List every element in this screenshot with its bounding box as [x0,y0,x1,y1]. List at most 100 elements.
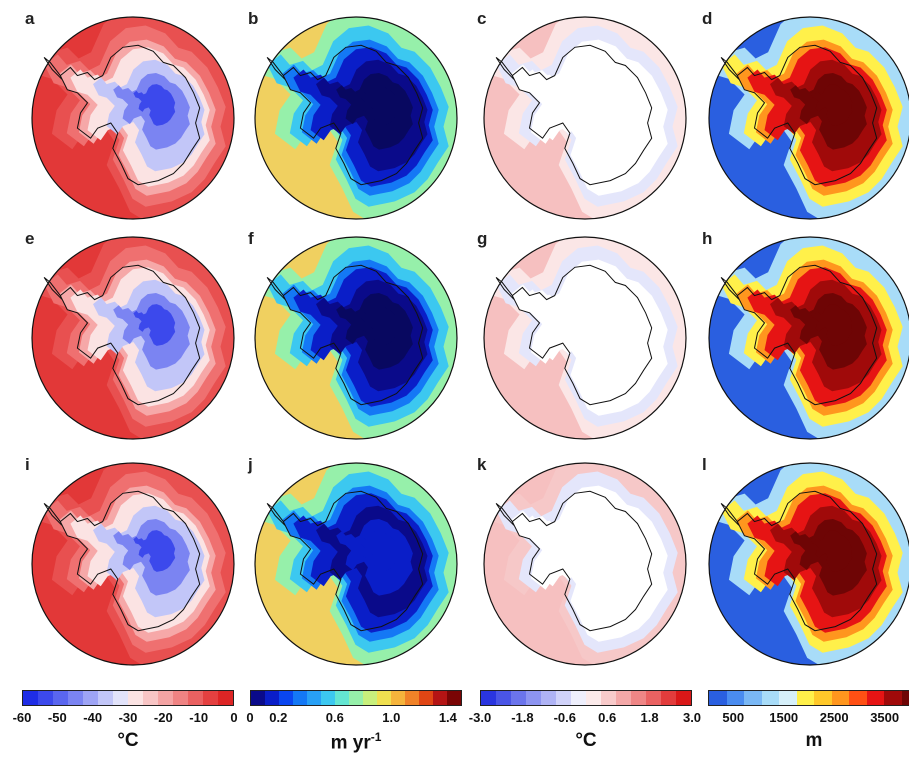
colorbar-swatch [631,691,646,705]
panel-letter: h [702,229,712,248]
colorbar-swatch [744,691,762,705]
map-panel-b: b [248,9,458,220]
coastline [720,264,878,406]
panel-letter: j [247,455,253,474]
colorbar-swatch [616,691,631,705]
colorbar-swatch [556,691,571,705]
colorbar-swatch [646,691,661,705]
map-field [484,463,686,665]
colorbar-swatch [377,691,391,705]
map-border [483,462,687,666]
colorbar-tick-label: -3.0 [468,710,492,725]
colorbar-swatch [98,691,113,705]
colorbar-unit: m yr-1 [330,730,382,754]
colorbar-swatch [901,691,909,705]
colorbar-tick-label: 1.8 [640,710,659,725]
coastline [495,490,653,632]
panel-letter: l [702,455,707,474]
map-border [254,462,458,666]
colorbar-swatch [586,691,601,705]
colorbar-swatch [265,691,279,705]
colorbar-2 [250,690,462,706]
colorbar-swatch [541,691,556,705]
coastline [43,44,201,186]
colorbar-swatch [676,691,691,705]
colorbar-swatch [481,691,496,705]
colorbar-tick-label: -40 [83,710,103,725]
colorbar-swatch [709,691,727,705]
colorbar-swatch [335,691,349,705]
colorbar-swatch [158,691,173,705]
colorbar-tick-label: 0 [246,710,254,725]
colorbar-tick-label: 1.0 [382,710,401,725]
colorbar-tick-label: 3.0 [682,710,702,725]
colorbar-swatch [849,691,867,705]
map-border [31,462,235,666]
map-border [31,236,235,440]
colorbar-swatch [496,691,511,705]
colorbar-tick-label: -0.6 [553,710,576,725]
map-border [708,462,909,666]
coastline [43,264,201,406]
colorbar-swatch [218,691,233,705]
map-panel-e: e [25,229,235,440]
colorbar-swatch [866,691,884,705]
colorbar-unit: m [805,730,823,751]
panel-letter: g [477,229,487,248]
colorbar-swatch [447,691,461,705]
map-field [484,17,686,219]
colorbar-swatch [68,691,83,705]
map-panel-i: i [25,455,235,666]
coastline [266,264,424,406]
colorbar-swatch [173,691,188,705]
coastline [720,44,878,186]
colorbar-swatch [761,691,779,705]
map-panel-j: j [247,455,458,666]
panel-letter: i [25,455,30,474]
map-panel-a: a [25,9,235,220]
coastline [495,264,653,406]
map-border [483,236,687,440]
colorbar-3 [480,690,692,706]
colorbar-unit: °C [575,730,597,751]
colorbar-swatch [38,691,53,705]
colorbar-tick-label: 0.6 [598,710,617,725]
map-panel-f: f [248,229,458,440]
colorbar-swatch [23,691,38,705]
colorbar-swatch [779,691,797,705]
colorbar-tick-label: -60 [12,710,32,725]
colorbar-swatch [143,691,158,705]
colorbar-unit: °C [117,730,139,751]
colorbar-tick-label: 3500 [870,710,900,725]
map-border [708,236,909,440]
colorbar-tick-label: 1.4 [438,710,457,725]
map-border [254,16,458,220]
map-border [31,16,235,220]
map-panel-l: l [702,455,909,666]
colorbar-tick-label: -10 [189,710,209,725]
colorbar-swatch [814,691,832,705]
colorbar-1 [22,690,234,706]
colorbar-swatch [391,691,405,705]
colorbar-tick-label: -20 [153,710,173,725]
map-field [32,17,234,219]
panel-letter: f [248,229,254,248]
colorbar-swatch [363,691,377,705]
panel-letter: a [25,9,35,28]
colorbar-swatch [251,691,265,705]
colorbar-swatch [53,691,68,705]
map-panel-d: d [702,9,909,220]
coastline [720,490,878,632]
map-grid: a b c d e f g h i j k l [25,9,909,666]
map-field [32,237,234,439]
colorbar-swatch [433,691,447,705]
colorbar-tick-label: 2500 [819,710,849,725]
colorbar-tick-label: -50 [47,710,67,725]
panel-letter: c [477,9,486,28]
coastline [266,44,424,186]
map-panel-c: c [477,9,687,220]
map-border [708,16,909,220]
colorbar-swatch [796,691,814,705]
colorbar-swatch [884,691,902,705]
